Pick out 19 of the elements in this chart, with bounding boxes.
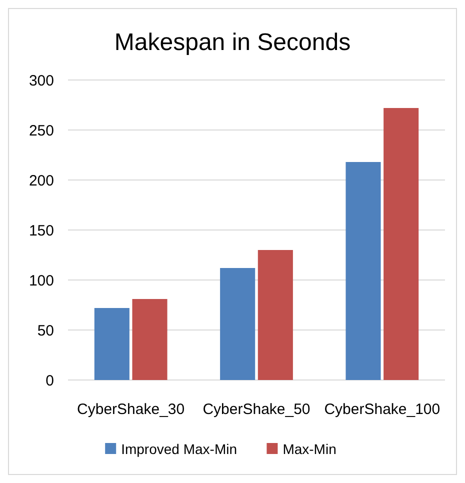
bar xyxy=(258,250,293,380)
y-tick-label: 200 xyxy=(28,172,54,190)
bar xyxy=(94,308,130,380)
chart-title: Makespan in Seconds xyxy=(114,29,351,56)
y-tick-label: 100 xyxy=(28,272,54,290)
y-tick-label: 300 xyxy=(28,72,54,90)
legend-label: Improved Max-Min xyxy=(121,440,238,457)
y-tick-label: 50 xyxy=(37,322,54,340)
y-tick-label: 250 xyxy=(28,122,54,140)
y-tick-label: 150 xyxy=(28,222,54,240)
legend-label: Max-Min xyxy=(282,440,336,457)
bar xyxy=(384,108,419,380)
bar xyxy=(132,299,168,380)
bar xyxy=(220,268,256,380)
y-tick-label: 0 xyxy=(46,372,54,390)
x-tick-label: CyberShake_50 xyxy=(202,401,310,418)
x-tick-label: CyberShake_30 xyxy=(77,401,185,418)
bar xyxy=(346,162,381,380)
x-tick-label: CyberShake_100 xyxy=(324,401,440,418)
